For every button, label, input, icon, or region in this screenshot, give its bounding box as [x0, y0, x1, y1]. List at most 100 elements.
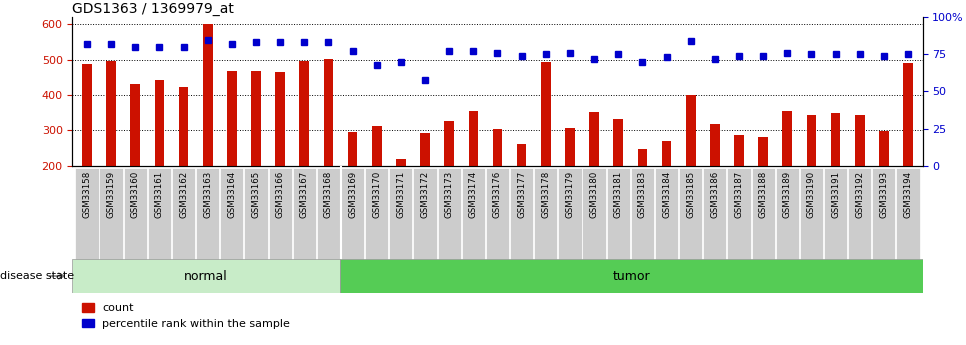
- FancyBboxPatch shape: [196, 168, 219, 261]
- Bar: [638, 149, 647, 166]
- Text: GSM33171: GSM33171: [396, 170, 406, 218]
- Text: GSM33181: GSM33181: [613, 170, 623, 218]
- FancyBboxPatch shape: [462, 168, 485, 261]
- Text: GSM33188: GSM33188: [758, 170, 768, 218]
- Bar: [348, 132, 357, 166]
- FancyBboxPatch shape: [413, 168, 437, 261]
- Bar: [807, 115, 816, 166]
- Bar: [686, 95, 696, 166]
- Text: GSM33185: GSM33185: [686, 170, 696, 218]
- Text: GSM33169: GSM33169: [348, 170, 357, 218]
- Bar: [855, 115, 865, 166]
- Text: GSM33179: GSM33179: [565, 170, 575, 218]
- FancyBboxPatch shape: [872, 168, 895, 261]
- Text: GSM33194: GSM33194: [903, 170, 913, 218]
- FancyBboxPatch shape: [752, 168, 775, 261]
- Text: GSM33193: GSM33193: [879, 170, 889, 218]
- Text: GSM33165: GSM33165: [251, 170, 261, 218]
- Bar: [758, 137, 768, 166]
- Text: GSM33173: GSM33173: [444, 170, 454, 218]
- Text: GSM33177: GSM33177: [517, 170, 526, 218]
- Text: GSM33176: GSM33176: [493, 170, 502, 218]
- Bar: [565, 128, 575, 166]
- Text: normal: normal: [185, 269, 228, 283]
- Bar: [517, 145, 526, 166]
- FancyBboxPatch shape: [340, 259, 923, 293]
- FancyBboxPatch shape: [703, 168, 726, 261]
- FancyBboxPatch shape: [607, 168, 630, 261]
- Text: GSM33162: GSM33162: [179, 170, 188, 218]
- Text: disease state: disease state: [0, 271, 74, 281]
- FancyBboxPatch shape: [124, 168, 147, 261]
- Text: GSM33187: GSM33187: [734, 170, 744, 218]
- FancyBboxPatch shape: [172, 168, 195, 261]
- Bar: [396, 159, 406, 166]
- FancyBboxPatch shape: [99, 168, 123, 261]
- Bar: [227, 71, 237, 166]
- FancyBboxPatch shape: [72, 259, 340, 293]
- Text: tumor: tumor: [612, 269, 650, 283]
- Bar: [372, 126, 382, 166]
- FancyBboxPatch shape: [679, 168, 702, 261]
- Text: GSM33161: GSM33161: [155, 170, 164, 218]
- Bar: [130, 85, 140, 166]
- Text: GSM33166: GSM33166: [275, 170, 285, 218]
- FancyBboxPatch shape: [727, 168, 751, 261]
- Bar: [420, 133, 430, 166]
- Bar: [613, 119, 623, 166]
- Text: GSM33167: GSM33167: [299, 170, 309, 218]
- FancyBboxPatch shape: [486, 168, 509, 261]
- Bar: [879, 131, 889, 166]
- Text: GSM33184: GSM33184: [662, 170, 671, 218]
- Text: GSM33158: GSM33158: [82, 170, 92, 218]
- Bar: [589, 112, 599, 166]
- FancyBboxPatch shape: [631, 168, 654, 261]
- FancyBboxPatch shape: [365, 168, 388, 261]
- Bar: [155, 80, 164, 166]
- Text: GSM33190: GSM33190: [807, 170, 816, 218]
- Text: GSM33172: GSM33172: [420, 170, 430, 218]
- Text: GSM33180: GSM33180: [589, 170, 599, 218]
- Text: GSM33191: GSM33191: [831, 170, 840, 218]
- FancyBboxPatch shape: [776, 168, 799, 261]
- Bar: [469, 111, 478, 166]
- Bar: [82, 64, 92, 166]
- FancyBboxPatch shape: [655, 168, 678, 261]
- Bar: [275, 72, 285, 166]
- Bar: [541, 62, 551, 166]
- FancyBboxPatch shape: [148, 168, 171, 261]
- Text: GSM33186: GSM33186: [710, 170, 720, 218]
- Bar: [179, 87, 188, 166]
- Bar: [782, 111, 792, 166]
- FancyBboxPatch shape: [317, 168, 340, 261]
- FancyBboxPatch shape: [534, 168, 557, 261]
- Legend: count, percentile rank within the sample: count, percentile rank within the sample: [78, 299, 295, 334]
- FancyBboxPatch shape: [800, 168, 823, 261]
- FancyBboxPatch shape: [438, 168, 461, 261]
- Text: GSM33189: GSM33189: [782, 170, 792, 218]
- Bar: [106, 61, 116, 166]
- FancyBboxPatch shape: [896, 168, 920, 261]
- FancyBboxPatch shape: [220, 168, 243, 261]
- Bar: [903, 63, 913, 166]
- FancyBboxPatch shape: [582, 168, 606, 261]
- Text: GSM33164: GSM33164: [227, 170, 237, 218]
- FancyBboxPatch shape: [558, 168, 582, 261]
- Text: GDS1363 / 1369979_at: GDS1363 / 1369979_at: [72, 2, 235, 16]
- Bar: [710, 124, 720, 166]
- FancyBboxPatch shape: [341, 168, 364, 261]
- Text: GSM33183: GSM33183: [638, 170, 647, 218]
- Text: GSM33168: GSM33168: [324, 170, 333, 218]
- FancyBboxPatch shape: [75, 168, 99, 261]
- Text: GSM33178: GSM33178: [541, 170, 551, 218]
- Bar: [831, 113, 840, 166]
- FancyBboxPatch shape: [510, 168, 533, 261]
- FancyBboxPatch shape: [244, 168, 268, 261]
- Bar: [299, 61, 309, 166]
- Text: GSM33192: GSM33192: [855, 170, 865, 218]
- Bar: [734, 135, 744, 166]
- Bar: [493, 129, 502, 166]
- Bar: [251, 71, 261, 166]
- Bar: [203, 24, 213, 166]
- Text: GSM33159: GSM33159: [106, 170, 116, 218]
